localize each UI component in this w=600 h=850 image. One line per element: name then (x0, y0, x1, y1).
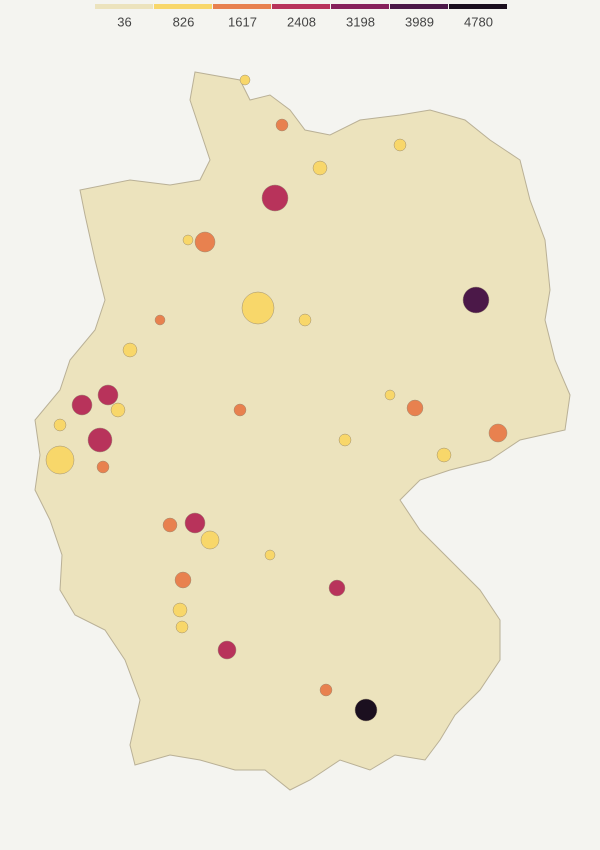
district (87, 427, 113, 453)
district (354, 698, 378, 722)
legend-tick-label: 36 (117, 14, 131, 29)
district (275, 118, 289, 132)
district (319, 683, 333, 697)
legend-tick-label: 4780 (464, 14, 493, 29)
legend-swatch (95, 4, 153, 9)
district (488, 423, 508, 443)
legend-tick-label: 3989 (405, 14, 434, 29)
country-outline (34, 71, 571, 791)
district (184, 512, 206, 534)
district (122, 342, 138, 358)
district (462, 286, 490, 314)
district (53, 418, 67, 432)
district (194, 231, 216, 253)
district (217, 640, 237, 660)
district (45, 445, 75, 475)
district (312, 160, 328, 176)
legend-tick-label: 1617 (228, 14, 257, 29)
legend-tick-label: 826 (173, 14, 195, 29)
legend: 36 826 1617 2408 3198 3989 4780 (95, 4, 507, 29)
district (71, 394, 93, 416)
district (298, 313, 312, 327)
district (200, 530, 220, 550)
district (264, 549, 276, 561)
district (162, 517, 178, 533)
district (172, 602, 188, 618)
legend-swatch (272, 4, 330, 9)
district (175, 620, 189, 634)
district (239, 74, 251, 86)
district (406, 399, 424, 417)
legend-swatch (331, 4, 389, 9)
district (328, 579, 346, 597)
legend-swatch (449, 4, 507, 9)
legend-tick-label: 2408 (287, 14, 316, 29)
district (261, 184, 289, 212)
district (436, 447, 452, 463)
district (110, 402, 126, 418)
district (393, 138, 407, 152)
district (241, 291, 275, 325)
legend-swatch (154, 4, 212, 9)
district (96, 460, 110, 474)
district (97, 384, 119, 406)
district (384, 389, 396, 401)
district (182, 234, 194, 246)
legend-tick-label: 3198 (346, 14, 375, 29)
legend-swatch (213, 4, 271, 9)
district (174, 571, 192, 589)
regions (45, 74, 508, 722)
district (233, 403, 247, 417)
district (338, 433, 352, 447)
legend-swatch (390, 4, 448, 9)
district (154, 314, 166, 326)
